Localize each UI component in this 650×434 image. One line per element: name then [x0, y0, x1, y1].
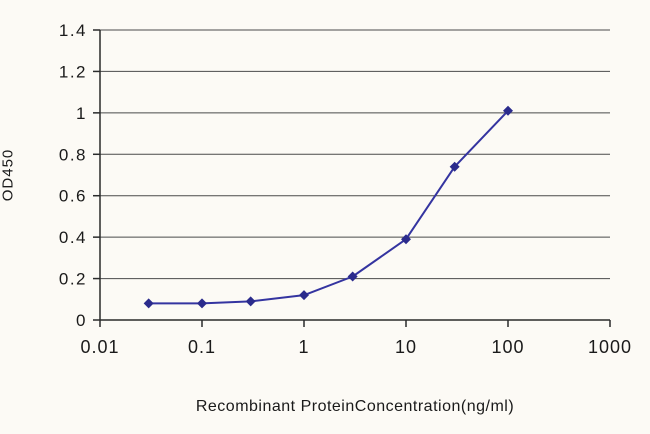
y-tick-label: 0.6 — [59, 187, 87, 206]
horizontal-gridlines — [100, 29, 610, 321]
y-tick-label: 1.4 — [59, 21, 87, 40]
data-point-marker — [347, 271, 358, 282]
y-tick-label: 0 — [76, 311, 87, 330]
x-tick-label: 10 — [395, 337, 417, 357]
y-tick-label: 1.2 — [59, 62, 87, 81]
data-point-marker — [449, 161, 460, 172]
data-point-marker — [299, 290, 309, 301]
y-tick-label: 0.2 — [59, 270, 87, 289]
axis-lines — [99, 30, 610, 321]
y-tick-label: 0.8 — [59, 145, 87, 164]
x-tick-label: 0.1 — [188, 337, 216, 357]
series-markers — [143, 105, 513, 309]
x-axis-ticks-and-labels: 0.01 0.1 1 10 100 1000 — [80, 320, 632, 357]
series-line — [147, 109, 509, 305]
data-point-marker — [245, 296, 256, 307]
data-point-marker — [143, 298, 154, 309]
data-point-marker — [401, 234, 411, 245]
data-point-marker — [503, 105, 513, 116]
x-axis-title: Recombinant ProteinConcentration(ng/ml) — [195, 398, 515, 415]
data-point-marker — [197, 298, 207, 309]
x-tick-label: 0.01 — [80, 337, 119, 357]
y-tick-label: 0.4 — [59, 228, 87, 247]
y-axis-title: OD450 — [0, 148, 17, 202]
x-tick-label: 1 — [298, 337, 309, 357]
y-axis-ticks-and-labels: 0 0.2 0.4 0.6 0.8 1 1.2 1.4 — [59, 21, 100, 330]
x-tick-label: 100 — [491, 337, 524, 357]
y-tick-label: 1 — [76, 104, 87, 123]
x-tick-label: 1000 — [588, 337, 632, 357]
